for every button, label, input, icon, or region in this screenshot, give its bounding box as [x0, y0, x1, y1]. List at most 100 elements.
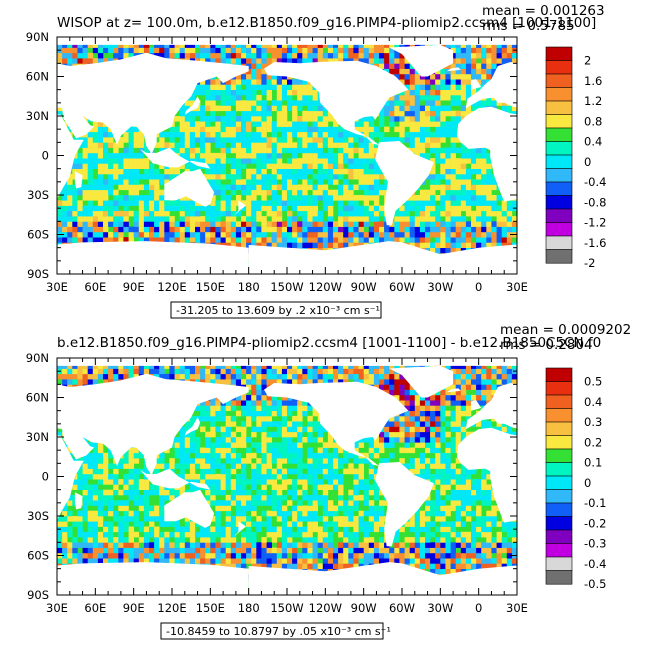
ocean-cell — [281, 552, 288, 559]
ocean-cell — [317, 52, 324, 59]
ocean-cell — [297, 516, 303, 522]
ocean-cell — [501, 200, 508, 206]
ocean-cell — [384, 184, 390, 191]
ocean-cell — [368, 510, 375, 517]
ocean-cell — [149, 210, 155, 217]
ocean-cell — [215, 221, 221, 227]
ocean-cell — [276, 516, 283, 522]
ocean-cell — [235, 179, 242, 185]
ocean-cell — [113, 47, 119, 54]
ocean-cell — [348, 47, 354, 54]
ocean-cell — [363, 173, 370, 180]
ocean-cell — [195, 521, 201, 527]
ocean-cell — [246, 116, 252, 122]
ocean-cell — [348, 142, 354, 148]
ocean-cell — [379, 131, 385, 138]
ocean-cell — [276, 216, 283, 222]
ocean-cell — [184, 100, 191, 106]
ocean-cell — [292, 184, 298, 191]
ocean-cell — [425, 210, 431, 217]
ocean-cell — [322, 158, 329, 164]
ocean-cell — [210, 216, 216, 222]
ocean-cell — [404, 216, 410, 222]
colorbar-swatch — [545, 195, 573, 210]
ocean-cell — [455, 505, 462, 512]
ocean-cell — [404, 231, 410, 238]
ocean-cell — [87, 547, 94, 554]
ocean-cell — [271, 563, 278, 569]
ocean-cell — [471, 42, 477, 48]
land-mass-4 — [465, 62, 517, 109]
ocean-cell — [496, 531, 502, 538]
ocean-cell — [506, 526, 513, 533]
ocean-cell — [87, 516, 94, 522]
ocean-cell — [379, 116, 385, 122]
ocean-cell — [189, 126, 196, 133]
ocean-cell — [72, 521, 78, 527]
ocean-cell — [425, 42, 431, 48]
ocean-cell — [297, 558, 303, 564]
ocean-cell — [414, 537, 421, 543]
ocean-cell — [435, 500, 441, 506]
ocean-cell — [425, 84, 431, 90]
ocean-cell — [87, 205, 94, 212]
ocean-cell — [292, 105, 298, 112]
ocean-cell — [327, 531, 334, 538]
ocean-cell — [133, 200, 140, 206]
ocean-cell — [256, 73, 262, 80]
ocean-cell — [143, 237, 150, 243]
ocean-cell — [445, 563, 451, 569]
ocean-cell — [103, 205, 109, 212]
ocean-cell — [179, 226, 186, 233]
ocean-cell — [455, 168, 462, 175]
ocean-cell — [225, 552, 232, 559]
ocean-cell — [379, 110, 385, 117]
ocean-cell — [399, 526, 405, 533]
ocean-cell — [251, 168, 257, 175]
ocean-cell — [486, 242, 492, 248]
ocean-cell — [225, 510, 232, 517]
ocean-cell — [143, 147, 150, 154]
ocean-cell — [246, 226, 252, 233]
ocean-cell — [292, 226, 298, 233]
ocean-cell — [210, 542, 216, 548]
ocean-cell — [471, 200, 477, 206]
ocean-cell — [261, 226, 267, 233]
ocean-cell — [358, 231, 364, 238]
ocean-cell — [471, 542, 477, 548]
ocean-cell — [358, 158, 364, 164]
ocean-cell — [235, 84, 242, 90]
ocean-cell — [123, 152, 129, 159]
ocean-cell — [348, 542, 354, 548]
ocean-cell — [261, 231, 267, 238]
ocean-cell — [154, 184, 160, 191]
ocean-cell — [297, 158, 303, 164]
ocean-cell — [322, 205, 329, 212]
ocean-cell — [241, 216, 247, 222]
ocean-cell — [389, 100, 395, 106]
ocean-cell — [348, 521, 354, 527]
ocean-cell — [128, 494, 134, 501]
ocean-cell — [399, 110, 405, 117]
ocean-cell — [108, 221, 114, 227]
ocean-cell — [481, 168, 487, 175]
ocean-cell — [358, 484, 364, 490]
ocean-cell — [302, 121, 308, 127]
ocean-cell — [373, 42, 380, 48]
ocean-cell — [103, 537, 109, 543]
ocean-cell — [143, 216, 150, 222]
ocean-cell — [399, 89, 405, 96]
ocean-cell — [435, 526, 441, 533]
ocean-cell — [327, 200, 334, 206]
ocean-cell — [435, 489, 441, 496]
ocean-cell — [368, 237, 375, 243]
ocean-cell — [103, 131, 109, 138]
ocean-cell — [230, 242, 237, 248]
ocean-cell — [455, 558, 462, 564]
ocean-cell — [465, 500, 472, 506]
ocean-cell — [287, 126, 293, 133]
ocean-cell — [97, 552, 104, 559]
ocean-cell — [379, 226, 385, 233]
ocean-cell — [246, 142, 252, 148]
